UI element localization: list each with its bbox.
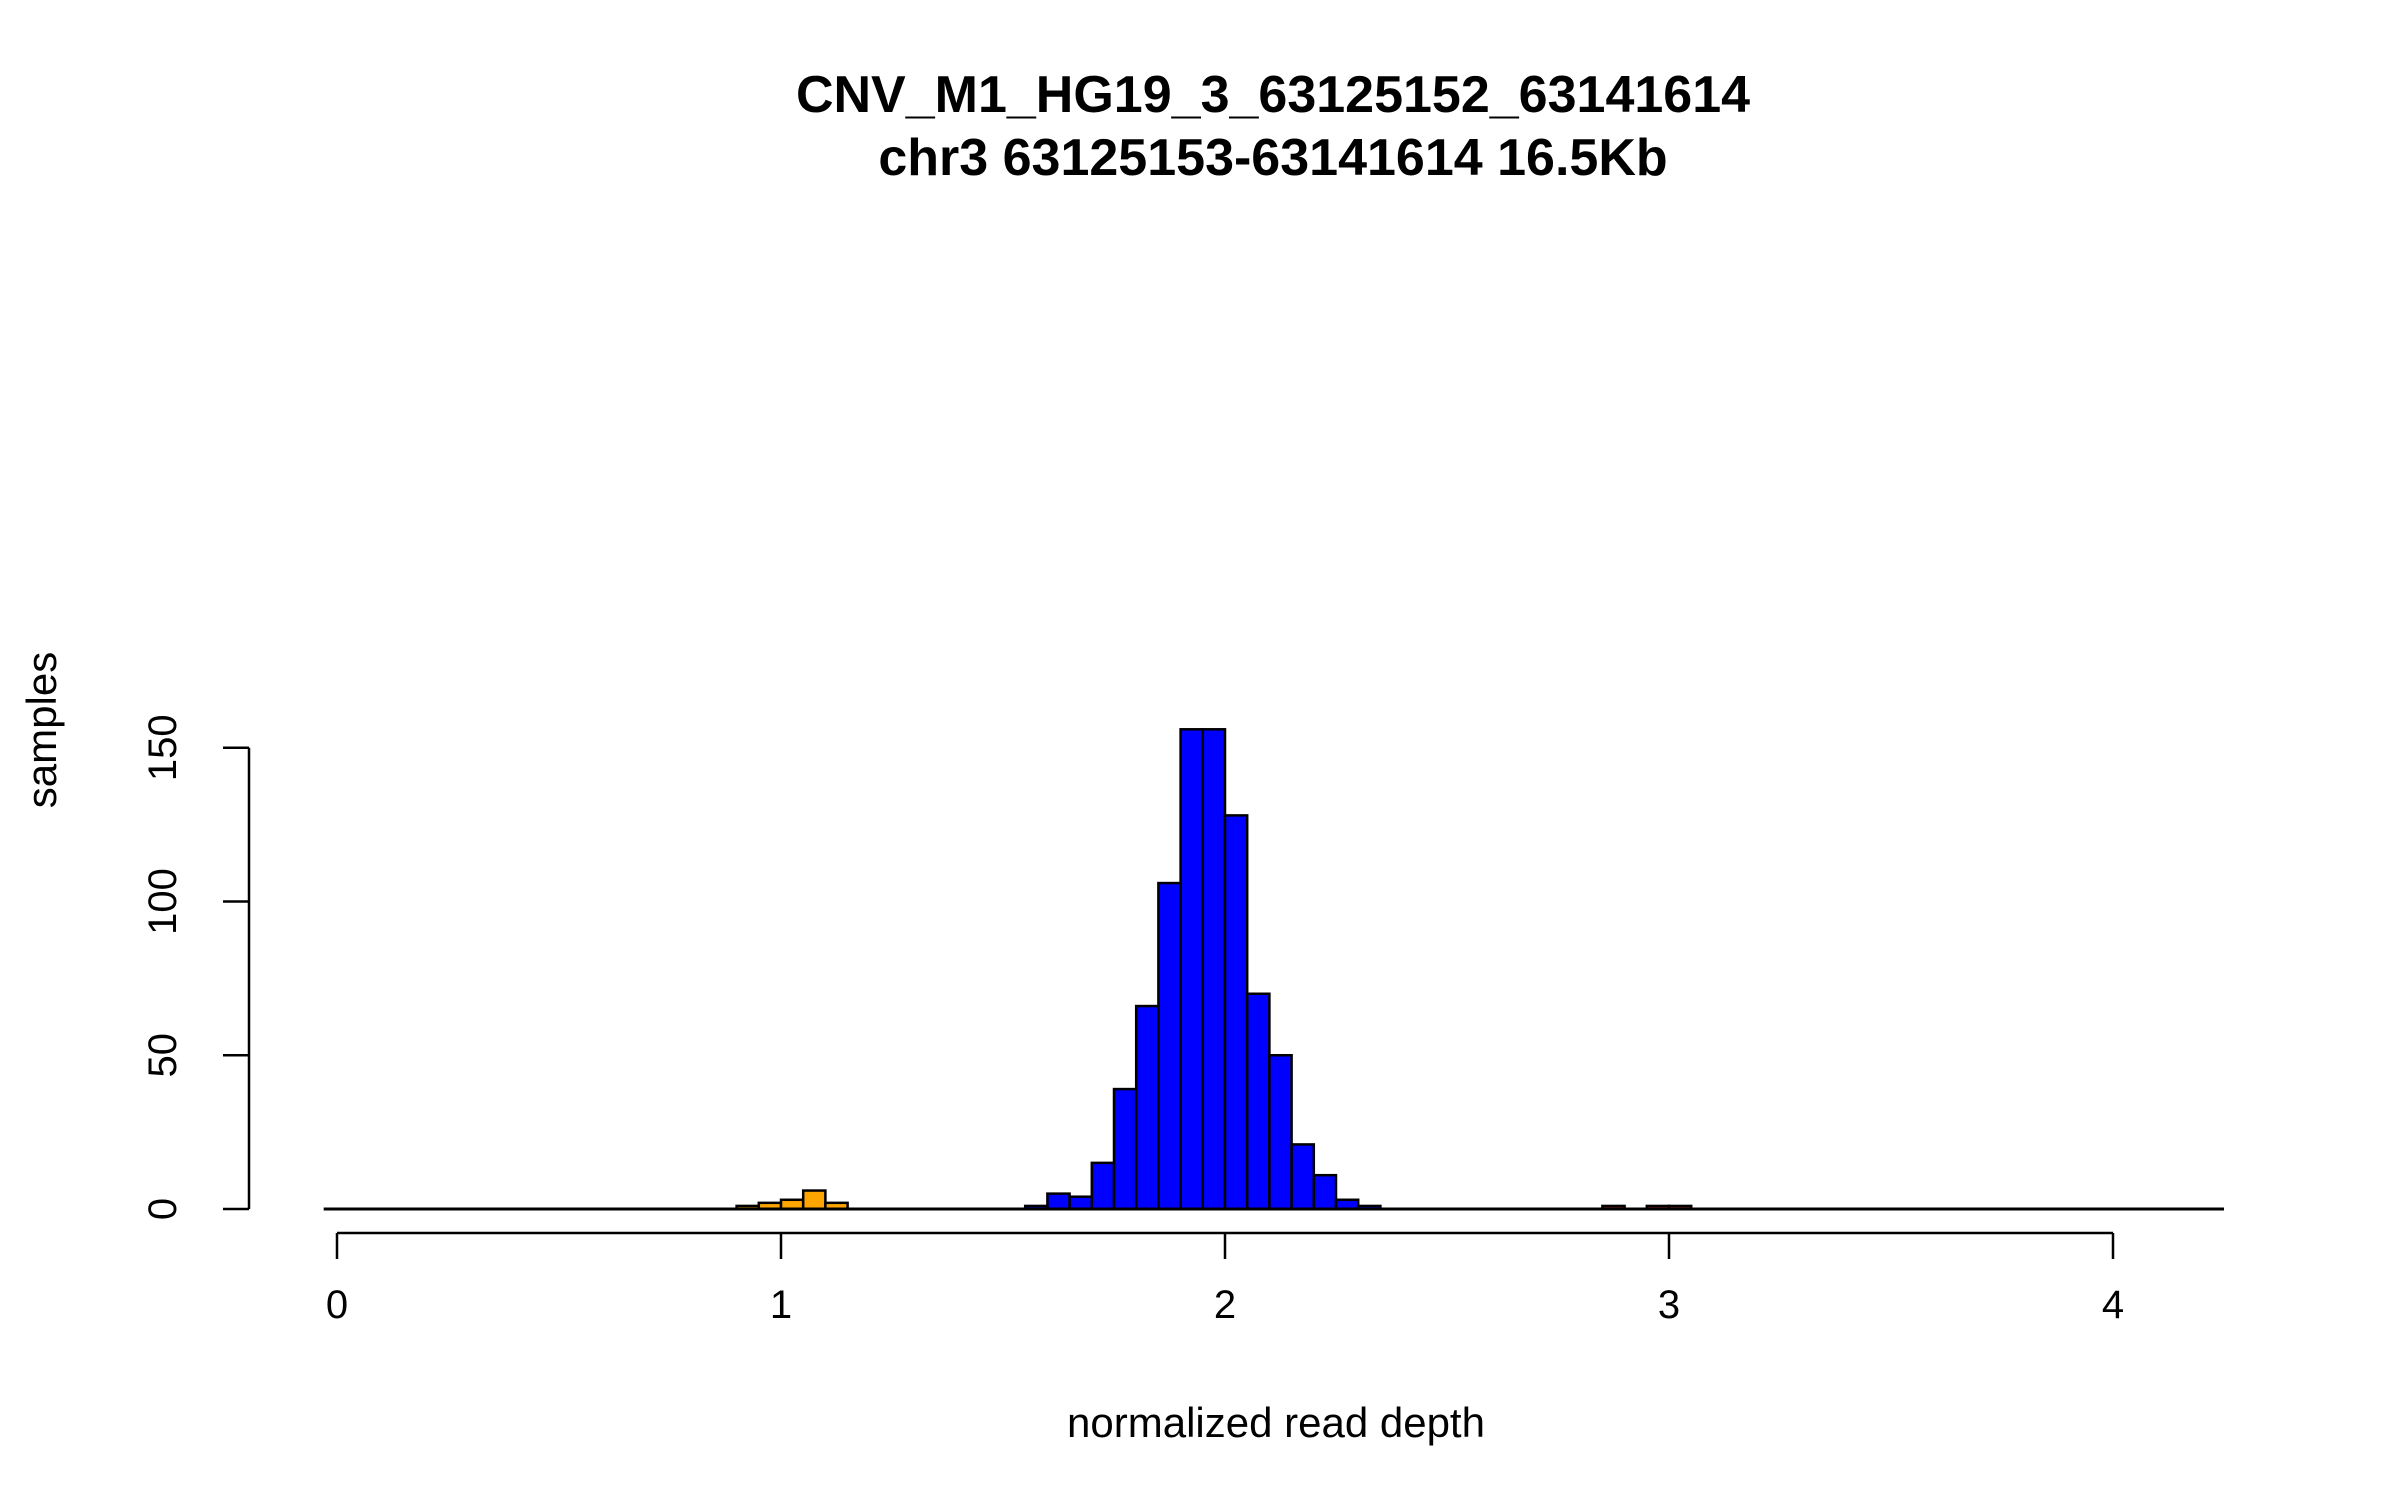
chart-subtitle: chr3 63125153-63141614 16.5Kb (878, 129, 1667, 187)
x-tick-label: 0 (326, 1283, 348, 1327)
x-tick-label: 3 (1658, 1283, 1680, 1327)
chart-title: CNV_M1_HG19_3_63125152_63141614 (796, 66, 1750, 124)
histogram-bar (1046, 1192, 1071, 1211)
y-tick-label: 150 (141, 714, 185, 781)
histogram-bar (1290, 1143, 1316, 1211)
histogram-bar (1245, 992, 1271, 1211)
x-tick-label: 4 (2102, 1283, 2124, 1327)
y-tick-label: 0 (141, 1198, 185, 1220)
y-tick-label: 50 (141, 1033, 185, 1078)
y-axis-label: samples (18, 652, 65, 808)
histogram-bar (1268, 1054, 1293, 1211)
x-axis-label: normalized read depth (1067, 1399, 1485, 1446)
histogram-bar (1157, 881, 1182, 1211)
histogram-bar (1201, 728, 1227, 1211)
x-tick-label: 1 (770, 1283, 792, 1327)
x-axis: 0 1 2 3 4 (326, 1231, 2124, 1327)
histogram-bar (1134, 1004, 1160, 1211)
histogram-bar (1068, 1195, 1094, 1211)
histogram-bar (1179, 728, 1205, 1211)
histogram-bar (1223, 814, 1249, 1211)
histogram-bar (1312, 1173, 1338, 1211)
x-tick-label: 2 (1214, 1283, 1236, 1327)
histogram-bar (1090, 1161, 1116, 1211)
y-axis: 0 50 100 150 (141, 714, 251, 1220)
histogram-bars (735, 728, 1693, 1211)
histogram-bar (1112, 1087, 1138, 1211)
y-tick-label: 100 (141, 868, 185, 935)
histogram-bar (801, 1189, 827, 1211)
